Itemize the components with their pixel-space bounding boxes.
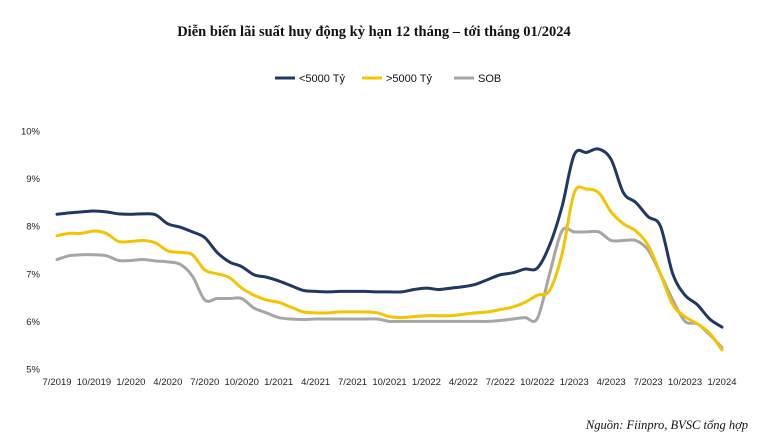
x-tick-label: 7/2021 <box>338 377 367 388</box>
series-line-2 <box>55 226 724 350</box>
series-line-0 <box>55 147 724 329</box>
x-tick-label: 7/2023 <box>634 377 663 388</box>
chart-legend: <5000 Tỷ >5000 Tỷ SOB <box>275 73 501 85</box>
x-tick-label: 7/2020 <box>190 377 219 388</box>
y-tick-label: 7% <box>26 269 40 280</box>
x-axis: 7/2019 10/2019 1/2020 4/2020 7/2020 10/2020 1/… <box>42 377 736 388</box>
legend-label: SOB <box>478 73 501 85</box>
legend-item-2: SOB <box>454 73 501 85</box>
x-tick-label: 10/2023 <box>668 377 702 388</box>
y-tick-label: 8% <box>26 222 40 233</box>
x-tick-label: 7/2019 <box>42 377 71 388</box>
x-tick-label: 10/2019 <box>77 377 111 388</box>
y-tick-label: 9% <box>26 174 40 185</box>
y-tick-label: 5% <box>26 365 40 376</box>
x-tick-label: 1/2023 <box>560 377 589 388</box>
y-tick-label: 10% <box>21 127 41 138</box>
x-tick-label: 1/2020 <box>116 377 145 388</box>
x-tick-label: 10/2022 <box>520 377 554 388</box>
legend-item-1: >5000 Tỷ <box>362 73 432 85</box>
series-line-1 <box>55 185 724 352</box>
y-axis: 10% 9% 8% 7% 6% 5% <box>21 127 41 376</box>
legend-label: >5000 Tỷ <box>386 73 432 85</box>
x-tick-label: 1/2024 <box>707 377 736 388</box>
x-tick-label: 7/2022 <box>486 377 515 388</box>
legend-label: <5000 Tỷ <box>299 73 345 85</box>
y-tick-label: 6% <box>26 317 40 328</box>
source-note: Nguồn: Fiinpro, BVSC tổng hợp <box>585 418 748 432</box>
x-tick-label: 4/2022 <box>449 377 478 388</box>
legend-item-0: <5000 Tỷ <box>275 73 345 85</box>
x-tick-label: 4/2020 <box>153 377 182 388</box>
x-tick-label: 1/2022 <box>412 377 441 388</box>
x-tick-label: 10/2021 <box>372 377 406 388</box>
plot-area <box>55 147 724 352</box>
x-tick-label: 4/2023 <box>597 377 626 388</box>
chart-title: Diễn biến lãi suất huy động kỳ hạn 12 th… <box>177 24 571 40</box>
x-tick-label: 4/2021 <box>301 377 330 388</box>
x-tick-label: 10/2020 <box>225 377 259 388</box>
x-tick-label: 1/2021 <box>264 377 293 388</box>
